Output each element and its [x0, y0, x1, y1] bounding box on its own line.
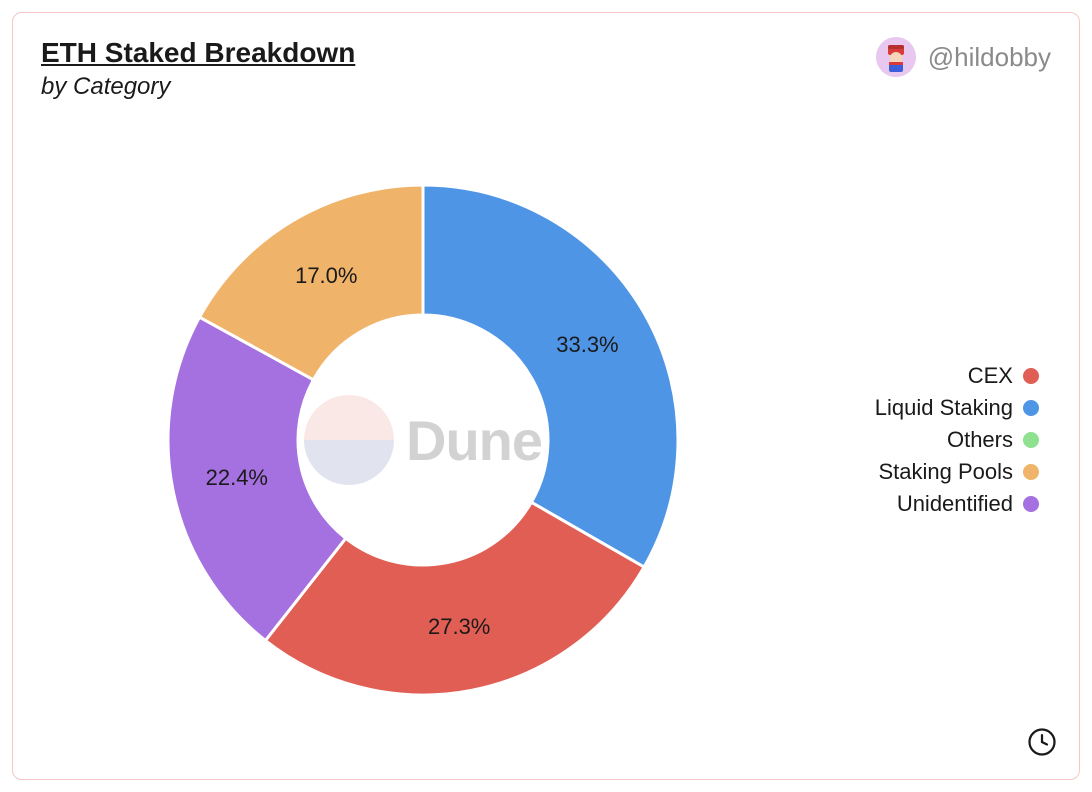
- legend-label: Unidentified: [897, 491, 1013, 517]
- card-header: ETH Staked Breakdown by Category @hildob…: [13, 13, 1079, 101]
- legend-label: Staking Pools: [878, 459, 1013, 485]
- legend-dot: [1023, 400, 1039, 416]
- legend-item[interactable]: CEX: [968, 363, 1039, 389]
- slice-label-unidentified: 22.4%: [206, 465, 268, 491]
- author-avatar[interactable]: [876, 37, 916, 77]
- slice-label-cex: 27.3%: [428, 614, 490, 640]
- donut-svg: [73, 160, 773, 720]
- author-handle: @hildobby: [928, 42, 1051, 73]
- legend-label: CEX: [968, 363, 1013, 389]
- legend-item[interactable]: Others: [947, 427, 1039, 453]
- legend-dot: [1023, 464, 1039, 480]
- chart-area: Dune 33.3%27.3%22.4%17.0% CEXLiquid Stak…: [13, 101, 1079, 779]
- chart-title[interactable]: ETH Staked Breakdown: [41, 37, 355, 69]
- slice-label-liquid_staking: 33.3%: [556, 332, 618, 358]
- donut-slice-liquid_staking[interactable]: [423, 185, 678, 567]
- legend-dot: [1023, 496, 1039, 512]
- legend-label: Liquid Staking: [875, 395, 1013, 421]
- chart-card: ETH Staked Breakdown by Category @hildob…: [12, 12, 1080, 780]
- chart-subtitle: by Category: [41, 73, 355, 101]
- chart-legend: CEX Liquid Staking Others Staking Pools Unid…: [875, 363, 1039, 517]
- legend-item[interactable]: Liquid Staking: [875, 395, 1039, 421]
- title-block: ETH Staked Breakdown by Category: [41, 37, 355, 101]
- donut-chart: Dune 33.3%27.3%22.4%17.0%: [73, 160, 773, 720]
- legend-item[interactable]: Staking Pools: [878, 459, 1039, 485]
- legend-label: Others: [947, 427, 1013, 453]
- legend-dot: [1023, 432, 1039, 448]
- legend-dot: [1023, 368, 1039, 384]
- slice-label-staking_pools: 17.0%: [295, 263, 357, 289]
- clock-icon[interactable]: [1027, 727, 1057, 757]
- author-link[interactable]: @hildobby: [876, 37, 1051, 77]
- legend-item[interactable]: Unidentified: [897, 491, 1039, 517]
